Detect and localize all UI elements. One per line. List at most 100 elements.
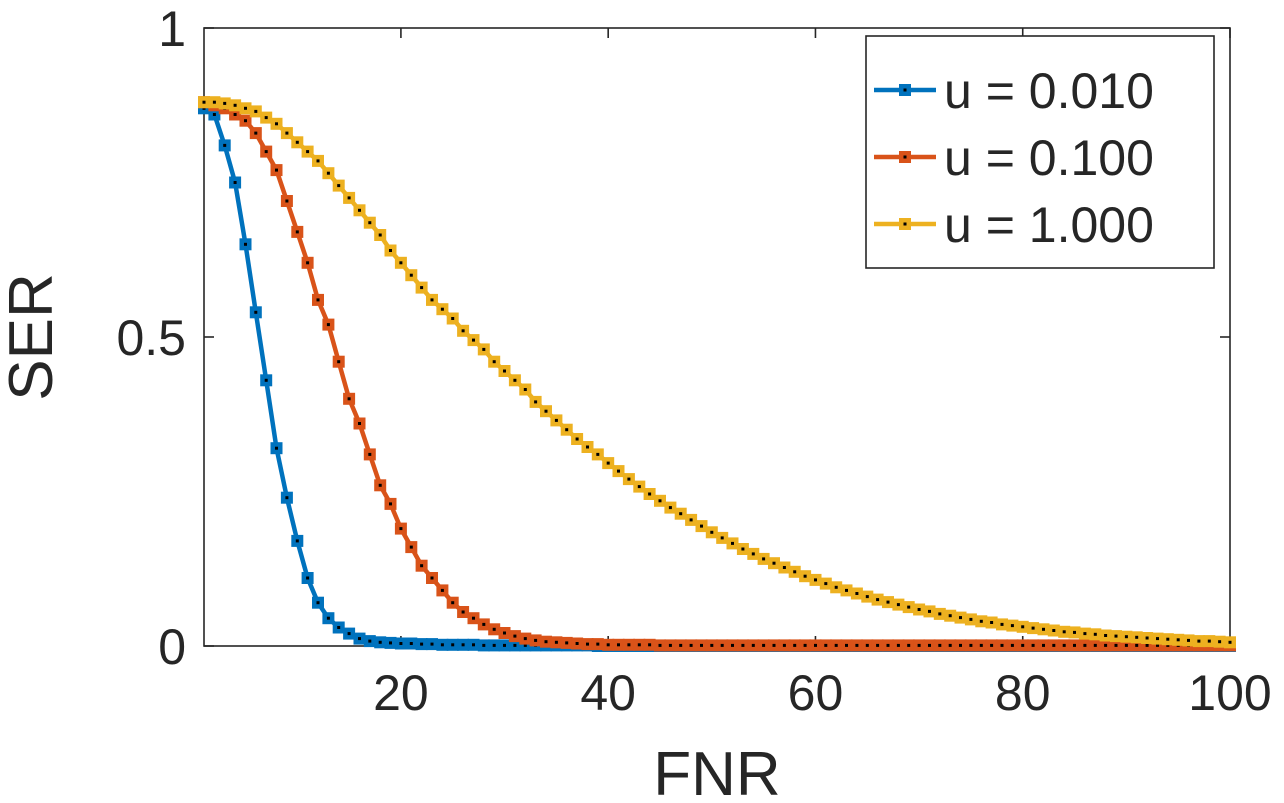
data-point-center	[1228, 640, 1232, 644]
data-point-center	[907, 643, 911, 647]
data-point-center	[285, 496, 289, 500]
legend-entry: u = 1.000	[874, 197, 1154, 253]
data-point-center	[306, 261, 310, 265]
data-point-center	[1021, 625, 1025, 629]
data-point-center	[979, 619, 983, 623]
data-point-center	[658, 643, 662, 647]
data-point-center	[834, 643, 838, 647]
data-point-center	[430, 642, 434, 646]
data-point-center	[782, 643, 786, 647]
data-point-center	[886, 643, 890, 647]
data-point-center	[420, 642, 424, 646]
data-point-center	[938, 612, 942, 616]
legend-entry: u = 0.010	[874, 63, 1154, 119]
data-point-center	[751, 643, 755, 647]
data-point-center	[1156, 637, 1159, 641]
data-point-center	[1073, 630, 1076, 634]
data-point-center	[793, 643, 797, 647]
data-point-center	[295, 539, 299, 543]
data-point-center	[948, 643, 952, 647]
data-point-center	[492, 360, 496, 364]
y-axis-label: SER	[0, 273, 66, 400]
y-axis-ticks: 00.51	[116, 1, 1230, 675]
data-point-center	[472, 616, 475, 620]
data-point-center	[1135, 635, 1139, 639]
data-point-center	[1207, 639, 1211, 643]
data-point-center	[896, 603, 900, 607]
data-point-center	[523, 643, 527, 647]
data-point-center	[544, 409, 548, 413]
legend-label: u = 1.000	[944, 197, 1154, 253]
data-point-center	[1187, 638, 1190, 642]
data-point-center	[472, 643, 475, 647]
data-point-center	[295, 230, 299, 234]
legend-marker-center	[903, 88, 907, 92]
data-point-center	[679, 643, 683, 647]
x-tick-label: 80	[995, 665, 1051, 721]
data-point-center	[865, 643, 869, 647]
y-tick-label: 0	[158, 619, 186, 675]
data-point-center	[275, 168, 278, 172]
data-point-center	[586, 642, 589, 646]
data-point-center	[648, 643, 652, 647]
data-point-center	[689, 643, 693, 647]
data-point-center	[264, 378, 268, 382]
data-point-center	[1052, 629, 1056, 632]
data-point-center	[295, 140, 299, 144]
data-point-center	[482, 643, 486, 647]
data-point-center	[648, 492, 652, 496]
data-point-center	[316, 298, 320, 302]
data-point-center	[720, 643, 724, 647]
data-point-center	[1104, 643, 1108, 647]
data-point-center	[575, 642, 579, 645]
data-point-center	[668, 506, 672, 510]
data-point-center	[586, 445, 589, 449]
data-point-center	[233, 181, 237, 184]
data-point-center	[1145, 636, 1149, 640]
data-point-center	[596, 452, 600, 456]
series-layer	[198, 96, 1236, 652]
data-point-center	[700, 524, 703, 528]
data-point-center	[285, 199, 289, 203]
data-point-center	[741, 547, 745, 551]
data-point-center	[223, 101, 227, 105]
data-point-center	[928, 643, 931, 647]
data-point-center	[306, 150, 310, 154]
data-point-center	[876, 598, 880, 602]
data-point-center	[264, 150, 268, 154]
data-point-center	[409, 642, 413, 645]
data-point-center	[1021, 643, 1025, 647]
data-point-center	[855, 643, 859, 647]
data-point-center	[1176, 638, 1180, 642]
legend: u = 0.010 u = 0.100 u = 1.000	[865, 35, 1215, 269]
data-point-center	[886, 600, 890, 604]
data-point-center	[430, 576, 434, 580]
data-point-center	[451, 643, 455, 647]
data-point-center	[368, 639, 372, 643]
data-point-center	[389, 502, 392, 506]
series-3	[198, 96, 1236, 649]
data-point-center	[575, 437, 579, 441]
data-point-center	[1166, 637, 1170, 641]
data-point-center	[1083, 632, 1087, 636]
data-point-center	[337, 626, 341, 629]
data-point-center	[1000, 643, 1004, 647]
legend-marker-center	[903, 222, 907, 226]
data-point-center	[440, 588, 444, 592]
data-point-center	[461, 329, 465, 333]
data-point-center	[275, 122, 278, 126]
data-point-center	[254, 131, 258, 135]
data-point-center	[658, 499, 662, 503]
data-point-center	[979, 643, 983, 647]
data-point-center	[347, 632, 351, 636]
data-point-center	[845, 643, 848, 647]
data-point-center	[420, 564, 424, 568]
data-point-center	[1083, 643, 1087, 647]
data-point-center	[202, 100, 206, 104]
data-point-center	[637, 643, 641, 647]
data-point-center	[503, 643, 506, 647]
legend-entry: u = 0.100	[874, 130, 1154, 186]
data-point-center	[834, 585, 838, 589]
data-point-center	[378, 483, 382, 487]
data-point-center	[337, 184, 341, 188]
